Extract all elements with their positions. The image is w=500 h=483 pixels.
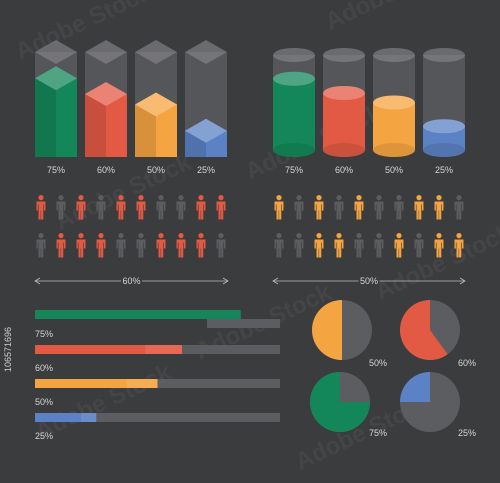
person-icon [334,233,344,258]
watermark-text: Adobe Stock [11,0,156,65]
pie-label: 75% [369,428,387,438]
person-icon [76,195,86,220]
pie-slice [400,372,430,402]
person-icon [116,233,126,258]
person-icon [434,195,444,220]
person-icon [394,195,404,220]
cylinder-bar-label: 75% [285,165,303,175]
cylinder-bar [423,48,465,157]
prism-bar-label: 75% [47,165,65,175]
cylinder-bar-label: 25% [435,165,453,175]
pie-slice [310,372,370,432]
person-icon [374,195,384,220]
cylinder-bar [323,48,365,157]
pie-chart [310,372,370,432]
watermark-text: Adobe Stock [371,219,500,306]
person-icon [354,233,364,258]
cylinder-bar-label: 50% [385,165,403,175]
horizontal-bar [35,310,280,328]
prism-bar [185,40,227,157]
pie-chart [399,300,460,361]
person-icon [136,195,146,220]
person-icon [156,233,166,258]
horizontal-bar-label: 50% [35,397,53,407]
person-icon [274,195,284,220]
measure-arrow: 60% [34,275,229,286]
cylinder-bar-label: 60% [335,165,353,175]
person-icon [414,233,424,258]
person-icon [176,233,186,258]
prism-bar [135,40,177,157]
cylinder-bar [273,48,315,157]
person-icon [36,195,46,220]
horizontal-bar-label: 25% [35,431,53,441]
person-icon [314,195,324,220]
pictograph-right-label: 50% [360,276,378,286]
person-icon [176,195,186,220]
person-icon [36,233,46,258]
person-icon [196,195,206,220]
pictograph-right: 50% [272,195,466,286]
pie-chart [312,300,372,360]
prism-bar-label: 50% [147,165,165,175]
horizontal-bar-chart: 75% 60% 50% 25% [35,310,280,441]
person-icon [454,195,464,220]
person-icon [294,233,304,258]
person-icon [374,233,384,258]
prism-bar-label: 60% [97,165,115,175]
person-icon [136,233,146,258]
horizontal-bar-label: 60% [35,363,53,373]
prism-bar-chart: 75% 60% 50% 25% [35,40,227,175]
person-icon [274,233,284,258]
pie-slice [399,300,448,361]
prism-bar [35,40,77,157]
prism-bar [85,40,127,157]
cylinder-bar [373,48,415,157]
person-icon [96,233,106,258]
cylinder-bar-chart: 75% 60% 50% 25% [273,48,465,175]
person-icon [354,195,364,220]
person-icon [394,233,404,258]
person-icon [434,233,444,258]
person-icon [294,195,304,220]
watermark-text: Adobe Stock [321,0,466,35]
horizontal-bar-label: 75% [35,329,53,339]
pie-slice [312,300,342,360]
pie-charts: 50% 60% 75% 25% [310,300,476,438]
person-icon [216,233,226,258]
person-icon [96,195,106,220]
stock-id-label: 106571696 [3,326,13,372]
person-icon [56,195,66,220]
watermark-text: Adobe Stock [51,149,196,236]
person-icon [216,195,226,220]
prism-bar-label: 25% [197,165,215,175]
person-icon [116,195,126,220]
person-icon [314,233,324,258]
pie-chart [400,372,460,432]
measure-arrow: 50% [272,275,466,286]
horizontal-bar [35,413,280,422]
person-icon [156,195,166,220]
horizontal-bar [35,345,280,354]
person-icon [454,233,464,258]
pie-label: 50% [369,358,387,368]
pictograph-left: 60% [34,195,229,286]
pie-label: 60% [458,358,476,368]
person-icon [414,195,424,220]
pie-label: 25% [458,428,476,438]
horizontal-bar [35,379,280,388]
person-icon [76,233,86,258]
person-icon [196,233,206,258]
person-icon [56,233,66,258]
person-icon [334,195,344,220]
pictograph-left-label: 60% [122,276,140,286]
